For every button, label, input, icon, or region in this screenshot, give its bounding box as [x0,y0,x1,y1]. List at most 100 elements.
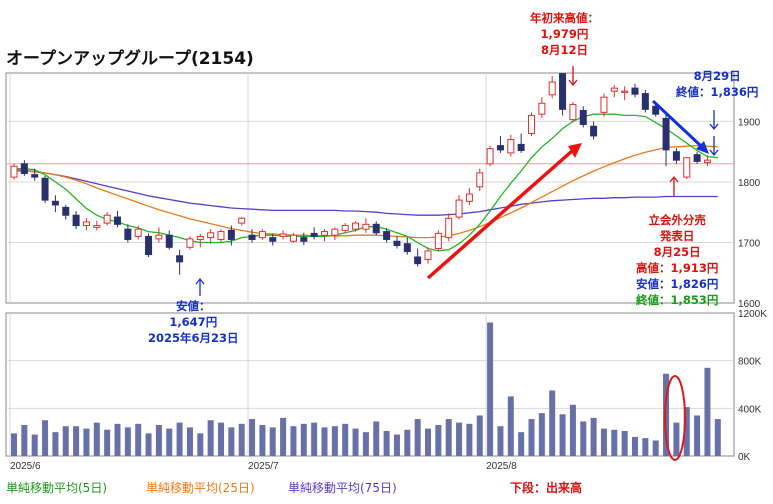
volume-bar [197,433,204,456]
candle-body [528,114,535,135]
volume-bar [342,423,349,456]
downtrend-arrow [651,99,703,148]
volume-bar [714,419,721,456]
annotation-line: 発表日 [659,229,695,243]
candle-body [486,148,494,165]
volume-bar [621,430,628,456]
volume-bar [73,426,80,456]
candle-body [693,154,701,162]
volume-bar [207,420,214,456]
annotation-line: 8月29日 [693,69,741,83]
volume-bar [290,426,297,456]
ma75-line [13,169,718,216]
candle-body [269,237,277,242]
volume-bar [269,427,276,456]
candle-body [196,235,204,240]
volume-bar [155,425,162,456]
candle-body [362,223,370,230]
volume-bar [590,417,597,456]
volume-bar [352,428,359,456]
candle-body [703,159,711,164]
volume-bar [611,429,618,456]
candle-body [403,243,411,253]
volume-bar [280,417,287,456]
candle-body [569,103,577,121]
legend-ma75: 単純移動平均(75日) [288,481,397,495]
downtrend-arrow-head [696,141,709,154]
volume-bar [404,429,411,456]
annotation-event-close: 終値：1,853円 [636,293,719,307]
volume-tick-label: 1200K [738,309,767,320]
candle-body [207,232,215,239]
candle-body [20,163,28,174]
volume-bar [228,427,235,456]
volume-bar [435,425,442,456]
candle-body [10,165,18,178]
candle-body [124,228,132,240]
candle-body [289,234,297,242]
page-title: オープンアップグループ(2154) [6,49,254,69]
candle-body [103,214,111,224]
candle-body [621,90,629,93]
volume-bar [62,426,69,456]
candle-body [238,217,246,224]
annotation-line: 8月12日 [540,43,588,57]
annotation-line: 終値：1,836円 [676,85,759,99]
candle-body [517,143,525,151]
candle-body [590,125,598,137]
volume-bar [663,373,670,456]
volume-bar [507,396,514,456]
candle-body [538,102,546,115]
candle-body [507,139,515,154]
volume-bar [21,425,28,456]
volume-bar [694,415,701,456]
volume-bar [528,419,535,456]
candle-body [559,73,567,110]
volume-bar [186,427,193,456]
volume-bar [673,422,680,456]
candle-body [31,174,39,178]
volume-tick-label: 0K [738,452,751,463]
volume-bar [31,434,38,456]
candle-body [51,200,59,206]
candle-body [321,231,328,236]
candle-body [134,228,142,237]
volume-tick-label: 800K [738,357,762,368]
candle-body [145,235,153,256]
volume-bar [425,428,431,456]
volume-tick-label: 400K [738,404,762,415]
volume-bar [642,438,649,456]
volume-bar [135,423,142,456]
volume-bar [83,428,90,456]
candle-body [341,225,349,231]
volume-bar [362,432,369,456]
annotation-line: 1,979円 [540,27,589,41]
volume-bar [497,426,504,456]
candle-body [424,250,432,260]
annotation-line: 1,647円 [169,315,218,329]
candle-body [227,229,235,240]
candle-body [434,232,442,250]
annotation-low: 安値： 1,647円 2025年6月23日 [148,298,239,346]
candle-body [217,231,225,240]
legend-volume: 下段：出来高 [510,481,583,495]
volume-bar [321,427,328,456]
volume-bar [393,434,400,456]
annotation-line: 8月25日 [653,245,701,259]
annotation-aug29: 8月29日 終値：1,836円 [676,68,758,100]
candle-body [41,177,49,201]
annotation-event: 立会外分売 発表日 8月25日 高値：1,913円 安値：1,826円 終値：1… [636,212,718,308]
annotation-year-high: 年初来高値： 1,979円 8月12日 [530,10,599,58]
volume-bar [383,430,390,456]
volume-bar [600,428,607,456]
volume-bar [476,415,483,456]
candle-body [114,216,121,225]
annotation-line: 年初来高値： [530,11,599,25]
volume-bar [559,414,566,456]
volume-bar [518,432,525,456]
volume-bar [445,419,452,456]
candle-body [672,151,680,161]
volume-bar [218,422,224,456]
volume-highlight-circle [664,375,686,461]
